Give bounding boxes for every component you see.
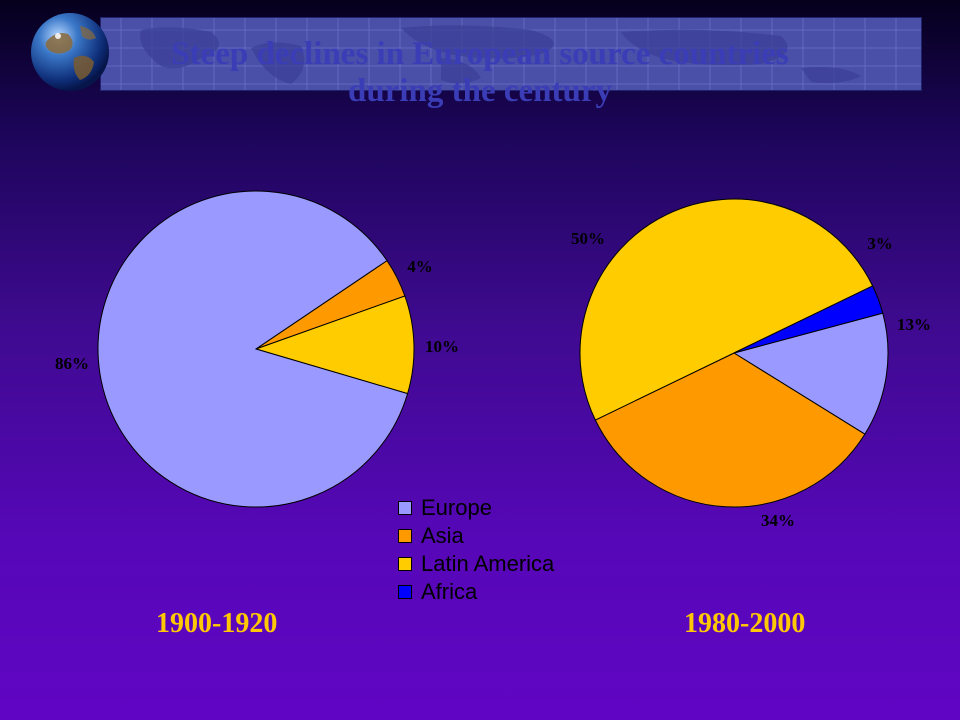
legend-label: Europe	[421, 495, 492, 520]
pie-slice-latin-america	[254, 295, 415, 395]
pie-label-africa: 3%	[867, 234, 893, 253]
legend: Europe Asia Latin America Africa	[398, 494, 554, 606]
pie-label-asia: 34%	[761, 511, 795, 530]
world-map-grid	[101, 18, 921, 90]
pie-label-europe: 86%	[55, 354, 89, 373]
legend-swatch-europe	[398, 501, 412, 515]
title-line-2: during the century	[348, 72, 612, 109]
globe-icon	[31, 13, 109, 91]
legend-label: Latin America	[421, 551, 555, 576]
pie-slice-latin-america	[579, 198, 874, 421]
pie-label-asia: 4%	[407, 257, 433, 276]
pie-label-latin-america: 10%	[425, 337, 459, 356]
legend-item-africa: Africa	[398, 578, 554, 606]
pie-slice-europe	[97, 190, 409, 508]
legend-label: Asia	[421, 523, 464, 548]
pie-chart-1980-2000: 13% 34% 50% 3%	[571, 198, 931, 530]
pie-slice-africa	[733, 285, 884, 354]
slide-title: Steep declines in European source countr…	[0, 36, 960, 110]
title-line-1: Steep declines in European source countr…	[171, 36, 789, 72]
period-label-1900-1920: 1900-1920	[156, 608, 278, 639]
legend-label: Africa	[421, 579, 478, 604]
legend-swatch-africa	[398, 585, 412, 599]
pie-slice-europe	[732, 312, 889, 435]
pie-label-europe: 13%	[897, 315, 931, 334]
pie-label-latin-america: 50%	[571, 229, 605, 248]
legend-item-asia: Asia	[398, 522, 554, 550]
pie-chart-1900-1920: 86% 4% 10%	[55, 190, 459, 508]
legend-item-latin-america: Latin America	[398, 550, 554, 578]
legend-item-europe: Europe	[398, 494, 554, 522]
period-label-1980-2000: 1980-2000	[684, 608, 806, 639]
title-banner	[100, 17, 922, 91]
legend-swatch-latin-america	[398, 557, 412, 571]
pie-slice-asia	[594, 352, 866, 508]
legend-swatch-asia	[398, 529, 412, 543]
